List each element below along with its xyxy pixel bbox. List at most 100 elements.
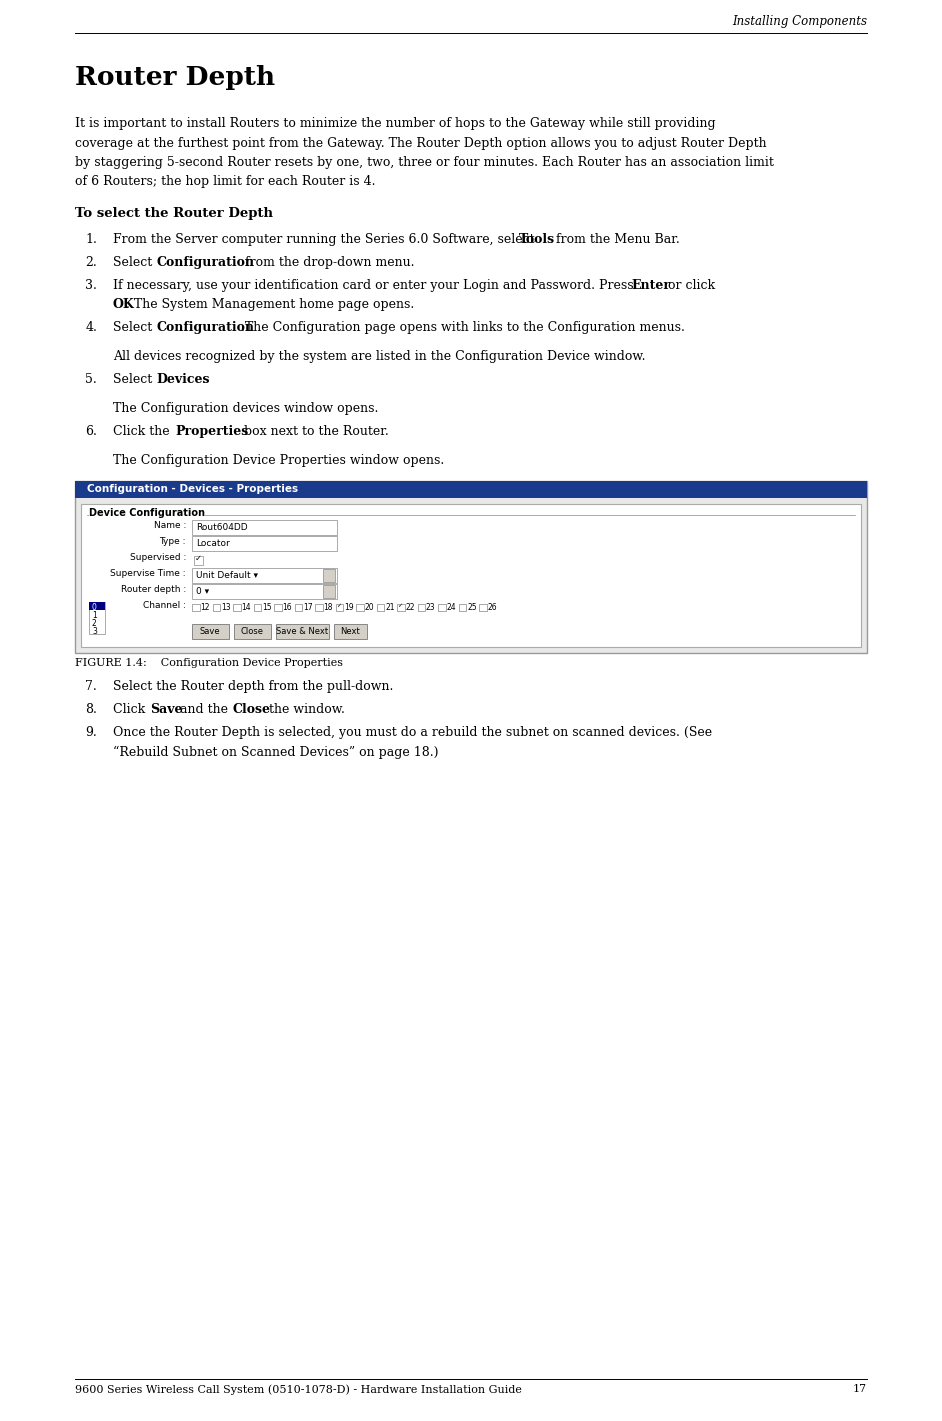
Text: If necessary, use your identification card or enter your Login and Password. Pre: If necessary, use your identification ca… [113, 279, 638, 291]
Text: Enter: Enter [632, 279, 671, 291]
Text: Router depth :: Router depth : [121, 585, 186, 594]
Text: The Configuration devices window opens.: The Configuration devices window opens. [113, 402, 379, 415]
Text: 1.: 1. [85, 233, 97, 246]
Bar [192, 584, 337, 598]
Text: Supervised :: Supervised : [130, 553, 186, 563]
Text: 5.: 5. [85, 372, 97, 385]
Text: Save & Next: Save & Next [276, 627, 328, 637]
Text: or click: or click [664, 279, 715, 291]
Bar [192, 536, 337, 550]
Text: the window.: the window. [266, 703, 345, 716]
Text: Installing Components: Installing Components [732, 16, 867, 28]
Text: Device Configuration: Device Configuration [89, 509, 205, 519]
Text: 22: 22 [405, 603, 415, 611]
Text: 9600 Series Wireless Call System (0510-1078-D) - Hardware Installation Guide: 9600 Series Wireless Call System (0510-1… [75, 1384, 522, 1394]
Text: 23: 23 [426, 603, 435, 611]
Text: From the Server computer running the Series 6.0 Software, select: From the Server computer running the Ser… [113, 233, 539, 246]
Text: 17: 17 [303, 603, 313, 611]
Bar [194, 556, 203, 564]
Bar [397, 604, 404, 611]
Text: 20: 20 [365, 603, 374, 611]
Bar [192, 604, 200, 611]
Text: Click: Click [113, 703, 149, 716]
Text: 19: 19 [344, 603, 353, 611]
Bar [323, 585, 335, 598]
Text: Type :: Type : [159, 537, 186, 546]
Text: 14: 14 [241, 603, 252, 611]
Text: 24: 24 [447, 603, 456, 611]
Text: 21: 21 [385, 603, 395, 611]
Text: Tools: Tools [519, 233, 556, 246]
Bar [75, 480, 867, 652]
Text: Select: Select [113, 372, 156, 385]
Text: The Configuration Device Properties window opens.: The Configuration Device Properties wind… [113, 453, 445, 466]
Text: FIGURE 1.4:    Configuration Device Properties: FIGURE 1.4: Configuration Device Propert… [75, 658, 343, 668]
Text: 0 ▾: 0 ▾ [196, 587, 209, 595]
Bar [356, 604, 364, 611]
Text: . The System Management home page opens.: . The System Management home page opens. [126, 298, 414, 311]
Text: 8.: 8. [85, 703, 97, 716]
FancyBboxPatch shape [275, 624, 329, 639]
Bar [89, 603, 105, 634]
Text: To select the Router Depth: To select the Router Depth [75, 206, 273, 220]
Text: Properties: Properties [175, 425, 249, 438]
Text: 2.: 2. [85, 256, 97, 269]
Text: box next to the Router.: box next to the Router. [240, 425, 389, 438]
Bar [377, 604, 384, 611]
Text: by staggering 5-second Router resets by one, two, three or four minutes. Each Ro: by staggering 5-second Router resets by … [75, 156, 774, 169]
Text: 26: 26 [488, 603, 497, 611]
Text: 0: 0 [92, 603, 97, 612]
Bar [274, 604, 282, 611]
Text: Select: Select [113, 321, 156, 334]
Text: Router Depth: Router Depth [75, 65, 275, 90]
Text: Configuration: Configuration [156, 256, 254, 269]
FancyBboxPatch shape [234, 624, 270, 639]
Bar [253, 604, 261, 611]
Text: from the Menu Bar.: from the Menu Bar. [552, 233, 679, 246]
Bar [417, 604, 425, 611]
Text: Locator: Locator [196, 539, 230, 547]
Text: Once the Router Depth is selected, you must do a rebuild the subnet on scanned d: Once the Router Depth is selected, you m… [113, 726, 712, 739]
FancyBboxPatch shape [191, 624, 229, 639]
Bar [335, 604, 343, 611]
Bar [323, 568, 335, 583]
Bar [89, 603, 105, 610]
FancyBboxPatch shape [333, 624, 366, 639]
Text: Save: Save [200, 627, 220, 637]
Text: 3: 3 [92, 627, 97, 637]
Text: 9.: 9. [85, 726, 97, 739]
Text: 1: 1 [92, 611, 97, 620]
Text: Unit Default ▾: Unit Default ▾ [196, 571, 258, 580]
Text: Supervise Time :: Supervise Time : [110, 568, 186, 578]
Text: 18: 18 [323, 603, 333, 611]
Text: 2: 2 [92, 620, 97, 628]
Text: Devices: Devices [156, 372, 210, 385]
Bar [213, 604, 220, 611]
Bar [81, 504, 861, 647]
Bar [479, 604, 486, 611]
Text: Select: Select [113, 256, 156, 269]
Text: It is important to install Routers to minimize the number of hops to the Gateway: It is important to install Routers to mi… [75, 117, 716, 131]
Bar [438, 604, 446, 611]
Text: 15: 15 [262, 603, 271, 611]
Text: Configuration: Configuration [156, 321, 254, 334]
Bar [315, 604, 322, 611]
Bar [459, 604, 466, 611]
Text: 12: 12 [201, 603, 210, 611]
Text: 7.: 7. [85, 681, 97, 693]
Bar [295, 604, 302, 611]
Text: 4.: 4. [85, 321, 97, 334]
Text: “Rebuild Subnet on Scanned Devices” on page 18.): “Rebuild Subnet on Scanned Devices” on p… [113, 746, 438, 759]
Bar [192, 520, 337, 534]
Text: .: . [203, 372, 206, 385]
Text: .The Configuration page opens with links to the Configuration menus.: .The Configuration page opens with links… [241, 321, 685, 334]
Text: from the drop-down menu.: from the drop-down menu. [241, 256, 414, 269]
Text: Save: Save [151, 703, 183, 716]
Text: coverage at the furthest point from the Gateway. The Router Depth option allows : coverage at the furthest point from the … [75, 136, 767, 149]
Text: ✓: ✓ [398, 604, 403, 608]
Text: 16: 16 [283, 603, 292, 611]
Bar [233, 604, 240, 611]
Text: of 6 Routers; the hop limit for each Router is 4.: of 6 Routers; the hop limit for each Rou… [75, 175, 376, 189]
Text: 13: 13 [221, 603, 231, 611]
Text: 25: 25 [467, 603, 477, 611]
